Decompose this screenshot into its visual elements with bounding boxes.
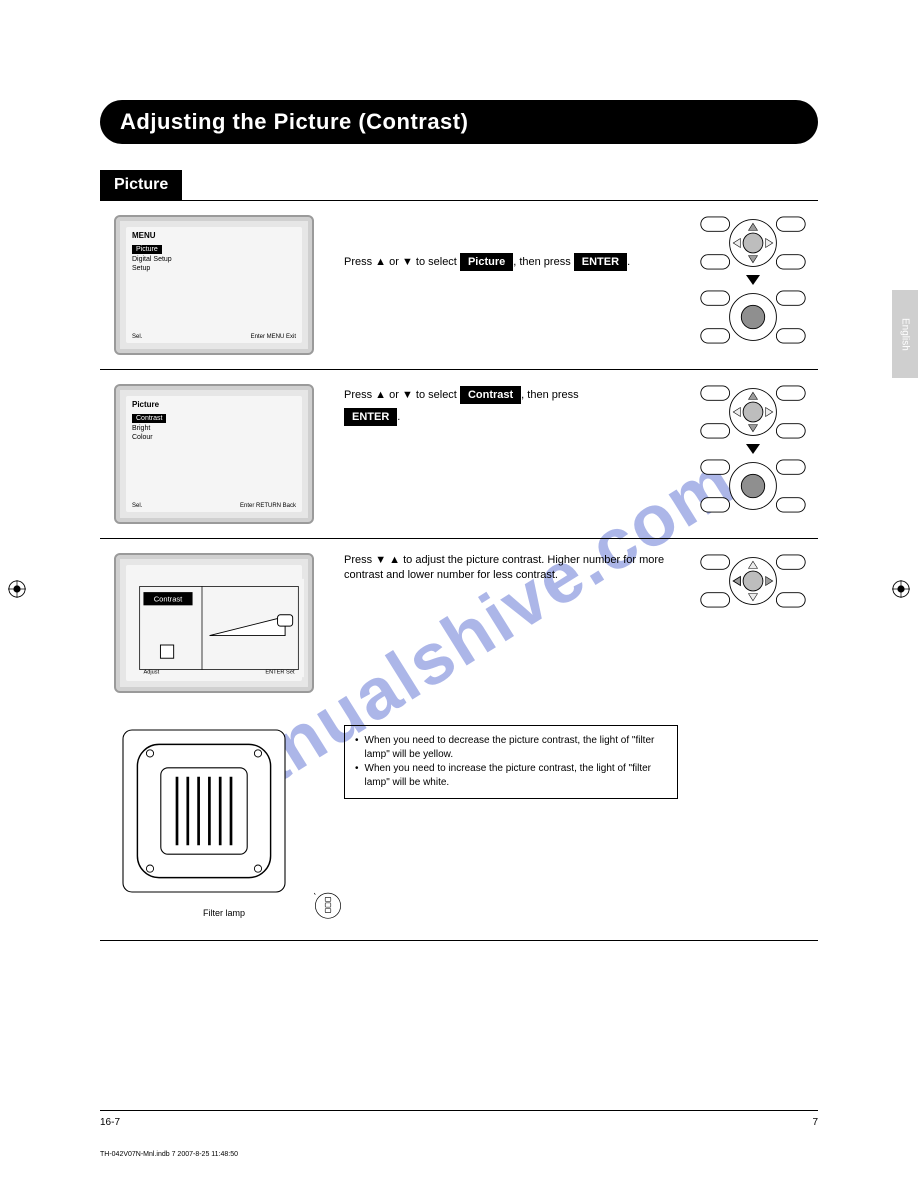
instruction-text: . [397,411,400,423]
tv-screen-thumb: Picture Contrast Bright Colour Sel. Ente… [114,384,314,524]
divider [100,940,818,941]
label-enter: ENTER [344,408,397,426]
section-tab-picture: Picture [100,170,182,200]
triangle-left-right-icon: ▼ ▲ [375,554,400,566]
step-row: Picture Contrast Bright Colour Sel. Ente… [100,370,818,538]
dpad-leftright-icon [699,553,807,609]
registration-mark-left-icon [8,580,26,598]
instruction-text: , then press [513,256,570,268]
arrow-down-icon [746,444,760,454]
instruction-text: . [627,256,630,268]
osd-item: Digital Setup [126,255,302,264]
note-bullet: When you need to increase the picture co… [355,762,667,790]
tv-screen-thumb: Contrast Adjust ENTER Set [114,553,314,693]
footer-model: 16-7 [100,1117,120,1128]
instruction-text: Press ▲ or ▼ to select [344,256,457,268]
osd-item: Setup [126,264,302,273]
page-content: Adjusting the Picture (Contrast) Picture… [100,100,818,941]
indoor-unit-icon [114,721,294,901]
instruction-text: Press ▲ or ▼ to select [344,389,457,401]
dpad-icon [699,215,807,271]
label-picture: Picture [460,253,513,271]
osd-hint-right: Enter RETURN Back [240,503,296,509]
contrast-slider-graphic-icon: Contrast Adjust ENTER Set [134,573,304,683]
osd-hint-right: ENTER Set [265,669,295,675]
note-bullet: When you need to decrease the picture co… [355,734,667,762]
dpad-enter-icon [699,289,807,345]
filter-lamp-callout-icon [314,886,342,924]
print-footer: TH-042V07N-Mnl.indb 7 2007-8-25 11:48:50 [100,1151,238,1158]
side-language-tab: English [892,290,918,378]
label-contrast: Contrast [460,386,521,404]
osd-item: Bright [126,424,302,433]
label-enter: ENTER [574,253,627,271]
instruction-text: , then press [521,389,578,401]
step-row: Contrast Adjust ENTER Set Press ▼ ▲ to a… [100,539,818,707]
osd-title: MENU [126,227,302,242]
osd-item-selected: Picture [132,245,162,254]
registration-mark-right-icon [892,580,910,598]
osd-hint-left: Sel. [132,503,142,509]
page-title-bar: Adjusting the Picture (Contrast) [100,100,818,144]
osd-hint-left: Sel. [132,334,142,340]
note-row: Filter lamp When you need to decrease th… [100,707,818,932]
page-footer: 16-7 7 [100,1110,818,1128]
instruction-text: Press [344,554,375,566]
footer-page-number: 7 [812,1117,818,1128]
page-title: Adjusting the Picture (Contrast) [120,109,468,135]
osd-label: Contrast [154,595,183,604]
dpad-icon [699,384,807,440]
step-row: MENU Picture Digital Setup Setup Sel. En… [100,201,818,369]
arrow-down-icon [746,275,760,285]
note-box: When you need to decrease the picture co… [344,725,678,799]
tv-screen-thumb: MENU Picture Digital Setup Setup Sel. En… [114,215,314,355]
dpad-enter-icon [699,458,807,514]
osd-hint-right: Enter MENU Exit [251,334,296,340]
osd-item: Colour [126,433,302,442]
osd-item-selected: Contrast [132,414,166,423]
lamp-caption: Filter lamp [114,908,334,918]
osd-title: Picture [126,396,302,411]
osd-hint-left: Adjust [143,669,159,675]
